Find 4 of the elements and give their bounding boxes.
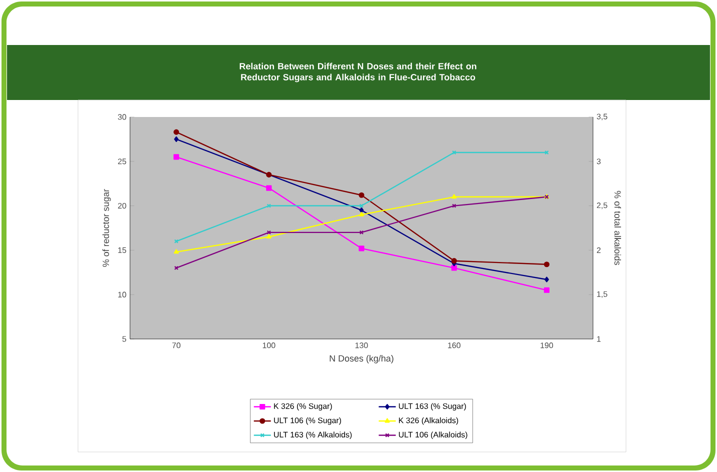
y-axis-title: % of reductor sugar [102,189,111,267]
x-axis-title: N Doses (kg/ha) [330,354,394,364]
y2-axis-title: % of total alkaloids [614,190,622,266]
chart-title: Relation Between Different N Doses and their Effect on Reductor Sugars and Alkaloids in Flue-Cured Tobacco [240,62,476,82]
